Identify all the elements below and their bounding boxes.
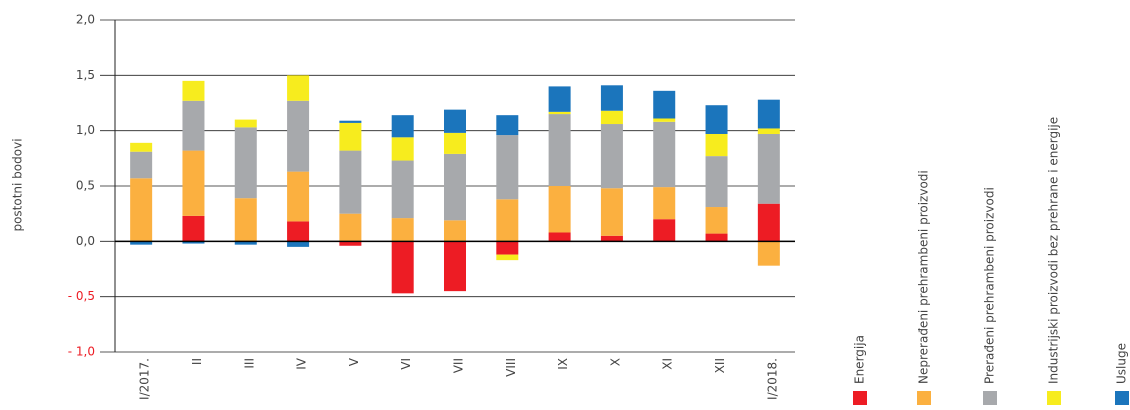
x-tick-label: XI (661, 358, 675, 370)
y-tick-label: 0,5 (76, 179, 95, 193)
bar-segment (757, 203, 780, 242)
x-tick-label: I/2018. (765, 358, 779, 400)
bar-segment (234, 119, 257, 128)
bar-segment (600, 188, 623, 236)
y-axis-label: postotni bodovi (11, 138, 25, 231)
bar-segment (496, 115, 519, 136)
bar-segment (391, 137, 414, 161)
bar-segment (757, 99, 780, 129)
bar-segment (705, 156, 728, 208)
bar-segment (548, 114, 571, 186)
bar-segment (653, 90, 676, 119)
x-tick-label: VII (452, 358, 466, 373)
bar-segment (705, 233, 728, 242)
bar-segment (339, 122, 362, 151)
bar-segment (391, 241, 414, 294)
bar-segment (496, 199, 519, 242)
bar-segment (653, 187, 676, 220)
x-tick-label: X (608, 358, 622, 366)
y-tick-label: - 0,5 (68, 289, 95, 303)
bar-segment (496, 135, 519, 200)
y-tick-label: - 1,0 (68, 345, 95, 359)
x-tick-label: XII (713, 358, 727, 373)
bar-segment (757, 128, 780, 134)
legend-label: Usluge (1115, 343, 1129, 384)
bar-segment (287, 100, 310, 172)
bar-segment (130, 151, 153, 179)
bar-segment (600, 124, 623, 189)
bar-segment (444, 109, 466, 133)
legend-swatch (1115, 391, 1129, 405)
bar-segment (287, 221, 310, 242)
bar-segment (653, 118, 676, 122)
bar-segment (182, 150, 205, 216)
bar-segment (234, 198, 257, 242)
bar-segment (653, 121, 676, 188)
bar-segment (705, 133, 728, 157)
bar-segment (182, 215, 205, 242)
x-tick-label: II (190, 358, 204, 365)
legend-label: Energija (853, 335, 867, 384)
bar-segment (548, 86, 571, 112)
bar-segment (182, 100, 205, 151)
y-tick-label: 1,5 (76, 68, 95, 82)
bar-segment (234, 241, 257, 245)
bar-segment (339, 120, 362, 123)
x-tick-label: IX (556, 358, 570, 370)
x-tick-label: I/2017. (138, 358, 152, 400)
y-tick-label: 2,0 (76, 13, 95, 27)
bar-segment (287, 171, 310, 222)
x-tick-label: VI (399, 358, 413, 370)
bar-segment (339, 150, 362, 214)
bar-segment (234, 127, 257, 199)
bar-segment (287, 241, 310, 247)
bar-segment (548, 186, 571, 233)
legend-swatch (853, 391, 867, 405)
bar-segment (496, 241, 519, 255)
bar-segment (182, 241, 205, 244)
bar-segment (130, 142, 153, 152)
bar-segment (391, 218, 414, 242)
bar-segment (444, 241, 466, 292)
y-tick-label: 0,0 (76, 234, 95, 248)
bar-segment (653, 219, 676, 242)
legend-label: Industrijski proizvodi bez prehrane i en… (1047, 117, 1061, 384)
bar-segment (705, 105, 728, 134)
bar-segment (600, 110, 623, 125)
bar-segment (444, 220, 466, 242)
bar-segment (391, 160, 414, 219)
legend-label: Prerađeni prehrambeni proizvodi (983, 187, 997, 384)
x-tick-label: III (242, 358, 256, 369)
bar-segment (130, 241, 153, 245)
legend-label: Neprerađeni prehrambeni proizvodi (917, 170, 931, 384)
bar-segment (130, 178, 153, 242)
bar-segment (182, 80, 205, 101)
bar-segment (548, 232, 571, 242)
legend-swatch (917, 391, 931, 405)
x-tick-label: V (347, 357, 361, 366)
bar-segment (496, 254, 519, 261)
legend-swatch (1047, 391, 1061, 405)
bar-segment (339, 213, 362, 242)
bar-segment (548, 111, 571, 115)
bar-segment (444, 132, 466, 154)
bar-segment (600, 235, 623, 242)
bar-segment (444, 153, 466, 221)
x-tick-label: VIII (504, 358, 518, 377)
legend-swatch (983, 391, 997, 405)
y-tick-label: 1,0 (76, 123, 95, 137)
bar-segment (391, 115, 414, 138)
bar-segment (287, 75, 310, 101)
bar-segment (600, 85, 623, 111)
x-tick-label: IV (295, 357, 309, 370)
bar-segment (705, 207, 728, 234)
bar-segment (757, 133, 780, 204)
bar-segment (339, 241, 362, 246)
bar-segment (757, 241, 780, 266)
